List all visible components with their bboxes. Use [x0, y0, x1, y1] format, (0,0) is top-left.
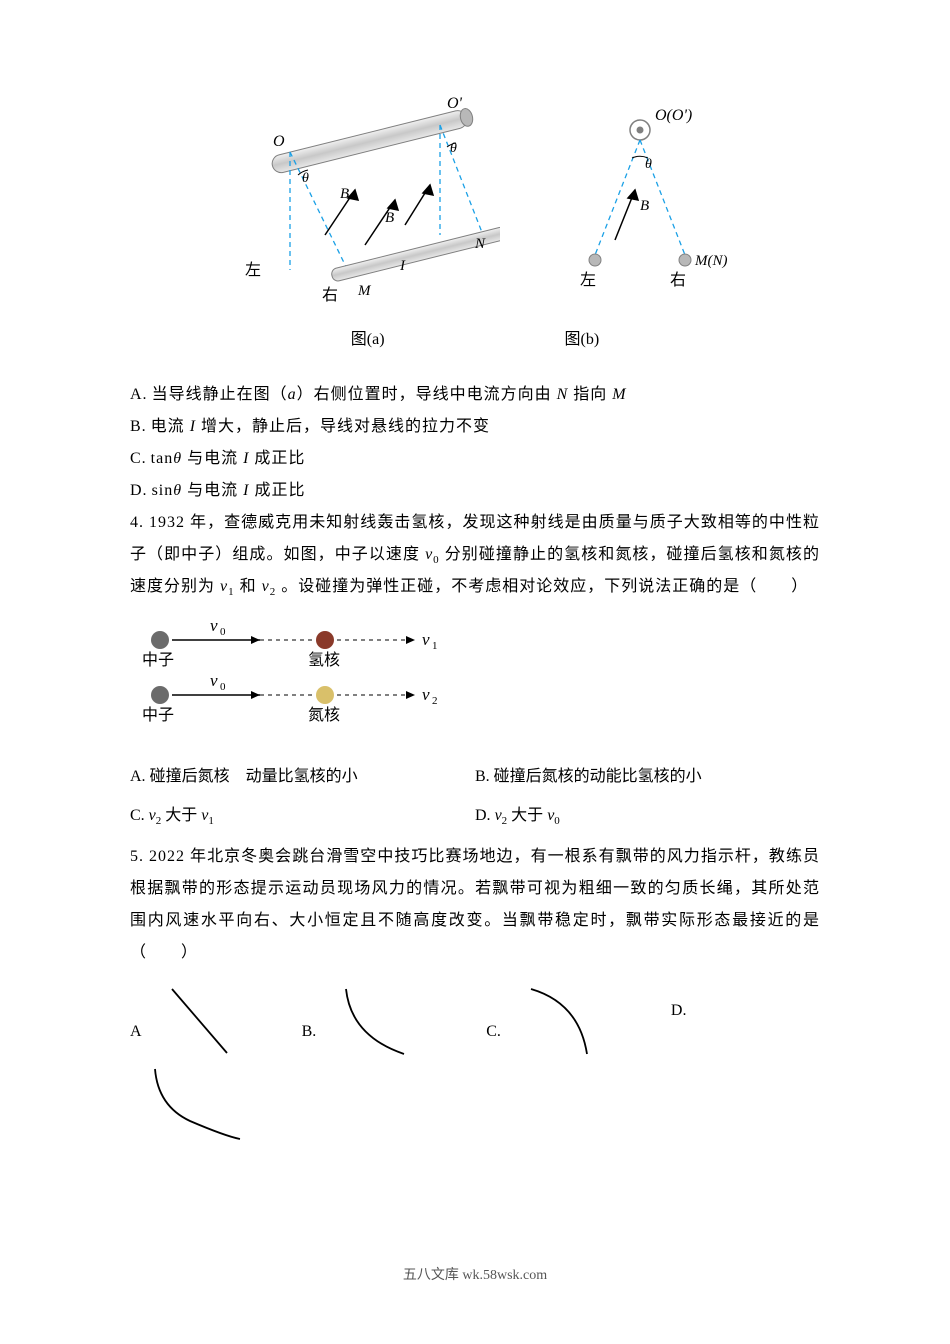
q4d-nitrogen: 氮核 [308, 706, 340, 724]
q4-diagram: v 0 v 1 中子 氢核 v 0 v 2 中子 氮核 [130, 615, 820, 740]
q3-figures: O O' θ θ B B I M N 左 右 [130, 90, 820, 315]
label-I: I [399, 258, 406, 274]
q4d-v0-1: v [210, 616, 218, 635]
q4d-v2s: 2 [432, 695, 438, 707]
q3-option-a: A.当导线静止在图（a）右侧位置时，导线中电流方向由 N 指向 M [130, 379, 820, 411]
q5-option-c: C. [486, 981, 601, 1061]
label-O: O [273, 133, 285, 150]
label-MN: M(N) [694, 253, 728, 269]
q4-option-a-text: 碰撞后氮核 动量比氢核的小 [150, 768, 358, 785]
q4c-mid: 大于 [161, 807, 201, 824]
q4-option-a: A. 碰撞后氮核 动量比氢核的小 [130, 758, 475, 796]
q5-number: 5. [130, 848, 144, 865]
q4c-v1s: 1 [208, 815, 214, 827]
q4d-v1: v [422, 630, 430, 649]
q4-options: A. 碰撞后氮核 动量比氢核的小 C. v2 大于 v1 B. 碰撞后氮核的动能… [130, 758, 820, 835]
q4-option-c: C. v2 大于 v1 [130, 797, 475, 835]
label-B-b: B [640, 198, 649, 214]
q4-option-d: D. v2 大于 v0 [475, 797, 820, 835]
label-N: N [474, 236, 486, 252]
label-OO: O(O') [655, 107, 692, 124]
label-B-a1: B [340, 186, 349, 202]
q4-number: 4. [130, 514, 144, 531]
label-theta-a2: θ [450, 141, 457, 156]
q4d-hydrogen: 氢核 [308, 651, 340, 669]
label-Oprime: O' [447, 95, 463, 112]
q3-option-c: C.tanθ 与电流 I 成正比 [130, 443, 820, 475]
q5-label-d: D. [671, 1002, 687, 1020]
q4-option-b-text: 碰撞后氮核的动能比氢核的小 [494, 768, 702, 785]
label-right-a: 右 [322, 286, 338, 304]
q4-stem: 4. 1932 年，查德威克用未知射线轰击氢核，发现这种射线是由质量与质子大致相… [130, 507, 820, 603]
label-right-b: 右 [670, 271, 686, 289]
q4d-neutron-2: 中子 [142, 706, 174, 724]
q4-option-b: B. 碰撞后氮核的动能比氢核的小 [475, 758, 820, 796]
caption-a: 图(a) [351, 325, 385, 349]
q5-option-d-label: D. [671, 1002, 697, 1040]
figure-b: O(O') θ B 左 右 M(N) [540, 90, 740, 315]
q3-option-b: B.电流 I 增大，静止后，导线对悬线的拉力不变 [130, 411, 820, 443]
q5-option-b: B. [302, 981, 417, 1061]
q5-label-a: A [130, 1023, 142, 1041]
figure-a: O O' θ θ B B I M N 左 右 [210, 90, 500, 315]
caption-b: 图(b) [565, 325, 600, 349]
q5-stem-text: 2022 年北京冬奥会跳台滑雪空中技巧比赛场地边，有一根系有飘带的风力指示杆，教… [130, 848, 820, 961]
q5-option-a: A [130, 981, 242, 1061]
label-B-a2: B [385, 210, 394, 226]
q4-v1: v [220, 578, 228, 595]
label-left-b: 左 [580, 271, 596, 289]
label-theta-b: θ [645, 157, 652, 172]
q4-v0: v [425, 546, 433, 563]
q4-and: 和 [235, 578, 262, 595]
q4d-v0s-1: 0 [220, 626, 226, 638]
q4-stem-c: 。设碰撞为弹性正碰，不考虑相对论效应，下列说法正确的是（ ） [276, 578, 808, 595]
q4d-v0s-2: 0 [220, 681, 226, 693]
page-footer: 五八文库 wk.58wsk.com [0, 1264, 950, 1284]
q4d-v1s: 1 [432, 640, 438, 652]
label-M: M [357, 283, 372, 299]
q4c-v2: v [149, 807, 156, 824]
q5-stem: 5. 2022 年北京冬奥会跳台滑雪空中技巧比赛场地边，有一根系有飘带的风力指示… [130, 841, 820, 969]
q4d-v0-2: v [210, 671, 218, 690]
q4d-v0so: 0 [554, 815, 560, 827]
figure-captions: 图(a) 图(b) [130, 325, 820, 349]
q5-label-c: C. [486, 1023, 501, 1041]
q5-option-d-curve [130, 1061, 820, 1156]
q4d-v2o: v [495, 807, 502, 824]
label-theta-a1: θ [302, 171, 309, 186]
q3-option-d: D.sinθ 与电流 I 成正比 [130, 475, 820, 507]
q4d-neutron-1: 中子 [142, 651, 174, 669]
q5-label-b: B. [302, 1023, 317, 1041]
q5-options-row1: A B. C. D. [130, 981, 820, 1061]
label-left-a: 左 [245, 261, 261, 279]
q4d-v2: v [422, 685, 430, 704]
q4-v2: v [262, 578, 270, 595]
q4d-mid: 大于 [507, 807, 547, 824]
